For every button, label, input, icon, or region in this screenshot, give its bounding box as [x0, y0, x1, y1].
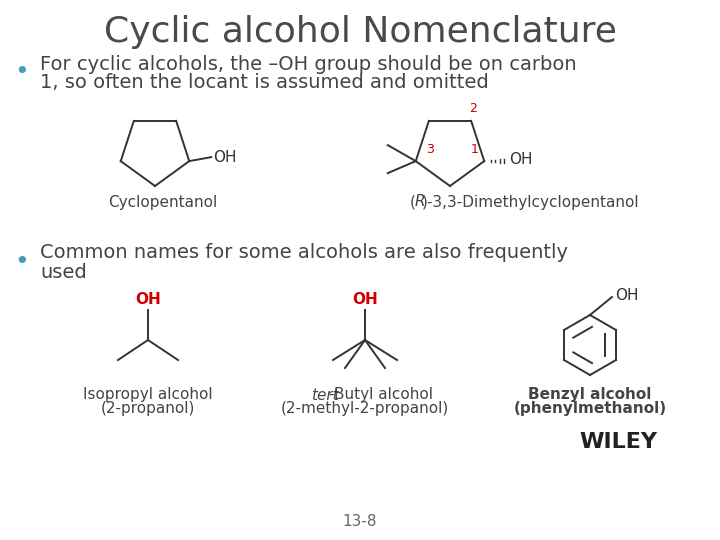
Text: Cyclic alcohol Nomenclature: Cyclic alcohol Nomenclature	[104, 15, 616, 49]
Text: OH: OH	[213, 150, 237, 165]
Text: (2-methyl-2-propanol): (2-methyl-2-propanol)	[281, 401, 449, 415]
Text: OH: OH	[352, 293, 378, 307]
Text: (phenylmethanol): (phenylmethanol)	[513, 401, 667, 415]
Text: used: used	[40, 262, 86, 281]
Text: •: •	[14, 60, 30, 84]
Text: Isopropyl alcohol: Isopropyl alcohol	[84, 388, 213, 402]
Text: OH: OH	[615, 287, 639, 302]
Text: -Butyl alcohol: -Butyl alcohol	[329, 388, 433, 402]
Text: R: R	[415, 194, 426, 210]
Text: 1, so often the locant is assumed and omitted: 1, so often the locant is assumed and om…	[40, 73, 489, 92]
Text: OH: OH	[509, 152, 533, 167]
Text: WILEY: WILEY	[579, 432, 657, 452]
Text: 3: 3	[426, 143, 433, 156]
Text: •: •	[14, 250, 30, 274]
Text: (2-propanol): (2-propanol)	[101, 401, 195, 415]
Text: )-3,3-Dimethylcyclopentanol: )-3,3-Dimethylcyclopentanol	[422, 194, 639, 210]
Text: Common names for some alcohols are also frequently: Common names for some alcohols are also …	[40, 244, 568, 262]
Text: Benzyl alcohol: Benzyl alcohol	[528, 388, 652, 402]
Text: 1: 1	[470, 143, 478, 156]
Text: 13-8: 13-8	[343, 515, 377, 530]
Text: tert: tert	[311, 388, 338, 402]
Text: For cyclic alcohols, the –OH group should be on carbon: For cyclic alcohols, the –OH group shoul…	[40, 55, 577, 73]
Text: 2: 2	[469, 103, 477, 116]
Text: Cyclopentanol: Cyclopentanol	[109, 194, 217, 210]
Text: OH: OH	[135, 293, 161, 307]
Text: (: (	[410, 194, 416, 210]
